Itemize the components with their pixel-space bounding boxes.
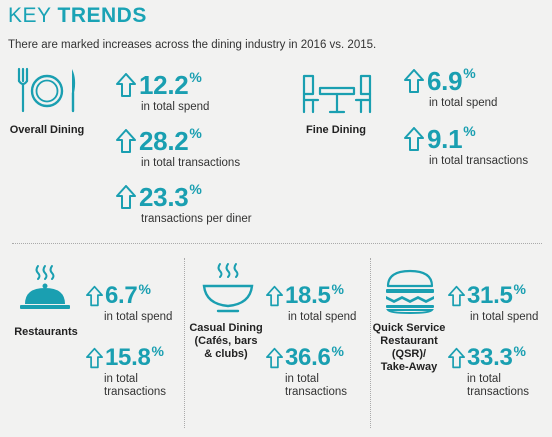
stat-restaurants-spend: 6.7% in total spend bbox=[86, 281, 173, 324]
stat-qsr-spend: 31.5% in total spend bbox=[448, 281, 539, 324]
up-arrow-icon bbox=[448, 285, 465, 307]
percent-sign: % bbox=[463, 123, 476, 139]
stat-casual-spend: 18.5% in total spend bbox=[266, 281, 357, 324]
up-arrow-icon bbox=[266, 285, 283, 307]
label-line2: Restaurant bbox=[380, 335, 438, 347]
percent-sign: % bbox=[331, 281, 344, 297]
title-bold: TRENDS bbox=[57, 4, 147, 27]
stat-description: in total spend bbox=[141, 101, 210, 113]
stat-description: in total spend bbox=[104, 311, 173, 323]
stat-description: in total transactions bbox=[429, 155, 529, 167]
column-divider bbox=[370, 258, 371, 428]
percent-sign: % bbox=[151, 343, 164, 359]
up-arrow-icon bbox=[404, 127, 424, 151]
stat-description-line2: transactions bbox=[285, 386, 348, 398]
stat-overall-transactions: 28.2% in total transactions bbox=[116, 125, 241, 170]
label-line3: (QSR)/ bbox=[391, 348, 427, 360]
stat-qsr-transactions: 33.3% in total transactions bbox=[448, 343, 530, 399]
percent-sign: % bbox=[513, 281, 526, 297]
stat-value: 23.3 bbox=[139, 182, 189, 212]
page-subtitle: There are marked increases across the di… bbox=[8, 39, 377, 51]
stat-value: 6.9 bbox=[427, 66, 463, 96]
category-label-casual-dining: Casual Dining (Cafés, bars & clubs) bbox=[186, 322, 266, 361]
percent-sign: % bbox=[463, 65, 476, 81]
stat-value: 9.1 bbox=[427, 124, 463, 154]
category-label-overall-dining: Overall Dining bbox=[9, 124, 85, 136]
stat-description-line1: in total bbox=[467, 373, 501, 385]
stat-fine-transactions: 9.1% in total transactions bbox=[404, 123, 529, 168]
table-chairs-icon bbox=[302, 74, 372, 114]
label-line2: (Cafés, bars bbox=[194, 335, 258, 347]
stat-value: 36.6 bbox=[285, 344, 331, 371]
stat-description-line2: transactions bbox=[104, 386, 167, 398]
label-line4: Take-Away bbox=[380, 361, 438, 373]
stat-value: 33.3 bbox=[467, 344, 513, 371]
title-light: KEY bbox=[8, 4, 52, 27]
stat-value: 6.7 bbox=[105, 282, 138, 309]
up-arrow-icon bbox=[116, 129, 136, 153]
category-label-fine-dining: Fine Dining bbox=[306, 124, 366, 136]
stat-restaurants-transactions: 15.8% in total transactions bbox=[86, 343, 167, 399]
stat-description-line1: in total bbox=[285, 373, 319, 385]
percent-sign: % bbox=[189, 69, 202, 85]
stat-description: in total transactions bbox=[141, 157, 241, 169]
percent-sign: % bbox=[513, 343, 526, 359]
category-label-qsr: Quick Service Restaurant (QSR)/ Take-Awa… bbox=[370, 322, 448, 374]
stat-value: 12.2 bbox=[139, 70, 189, 100]
category-label-restaurants: Restaurants bbox=[14, 326, 78, 338]
cloche-icon bbox=[20, 265, 70, 309]
percent-sign: % bbox=[189, 181, 202, 197]
stat-fine-spend: 6.9% in total spend bbox=[404, 65, 498, 110]
plate-cutlery-icon bbox=[17, 67, 76, 113]
stat-description-line1: in total bbox=[104, 373, 138, 385]
page-title: KEY TRENDS bbox=[8, 4, 147, 28]
stat-description: in total spend bbox=[288, 311, 357, 323]
up-arrow-icon bbox=[86, 347, 103, 369]
stat-overall-per-diner: 23.3% transactions per diner bbox=[116, 181, 252, 226]
up-arrow-icon bbox=[266, 347, 283, 369]
steaming-bowl-icon bbox=[202, 263, 254, 313]
stat-description: transactions per diner bbox=[141, 213, 252, 225]
stat-description: in total spend bbox=[429, 97, 498, 109]
stat-value: 28.2 bbox=[139, 126, 189, 156]
up-arrow-icon bbox=[116, 185, 136, 209]
section-divider bbox=[12, 243, 542, 244]
burger-icon bbox=[386, 269, 434, 314]
label-line3: & clubs) bbox=[204, 348, 248, 360]
up-arrow-icon bbox=[86, 285, 103, 307]
stat-value: 18.5 bbox=[285, 282, 331, 309]
up-arrow-icon bbox=[116, 73, 136, 97]
up-arrow-icon bbox=[404, 69, 424, 93]
percent-sign: % bbox=[189, 125, 202, 141]
stat-overall-spend: 12.2% in total spend bbox=[116, 69, 210, 114]
stat-value: 15.8 bbox=[105, 344, 151, 371]
stat-description-line2: transactions bbox=[467, 386, 530, 398]
percent-sign: % bbox=[138, 281, 151, 297]
stat-casual-transactions: 36.6% in total transactions bbox=[266, 343, 348, 399]
up-arrow-icon bbox=[448, 347, 465, 369]
label-line1: Quick Service bbox=[372, 322, 446, 334]
label-line1: Casual Dining bbox=[189, 322, 263, 334]
column-divider bbox=[184, 258, 185, 428]
percent-sign: % bbox=[331, 343, 344, 359]
stat-value: 31.5 bbox=[467, 282, 513, 309]
stat-description: in total spend bbox=[470, 311, 539, 323]
